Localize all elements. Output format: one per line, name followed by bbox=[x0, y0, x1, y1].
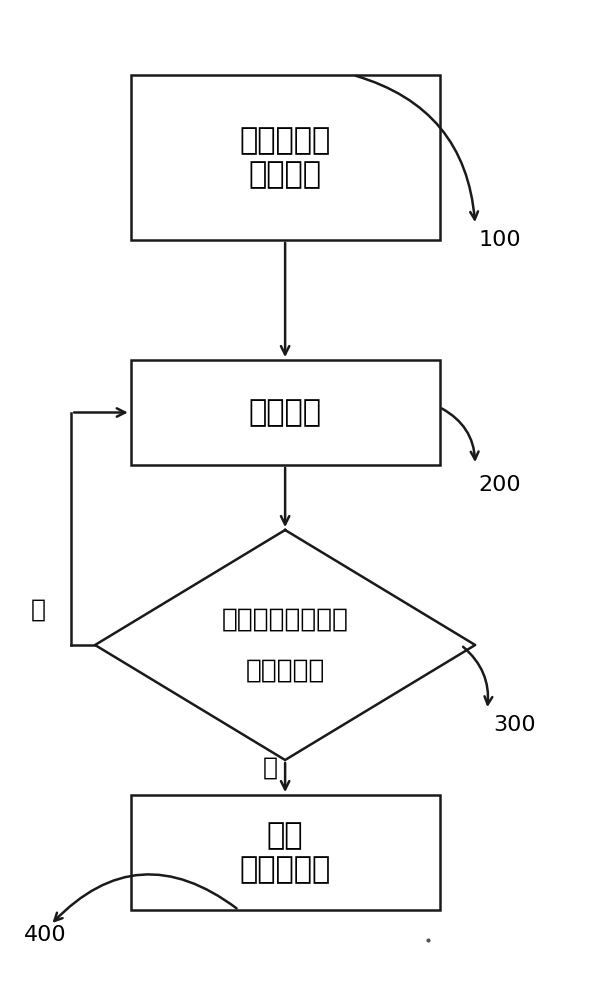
Text: 300: 300 bbox=[493, 715, 536, 735]
Bar bbox=[131, 360, 440, 465]
Text: 200: 200 bbox=[478, 475, 521, 495]
Text: 使用
该频谱空穴: 使用 该频谱空穴 bbox=[239, 821, 331, 884]
Bar bbox=[131, 795, 440, 910]
Text: 100: 100 bbox=[478, 230, 521, 250]
Text: 是: 是 bbox=[31, 598, 46, 622]
Polygon shape bbox=[95, 530, 475, 760]
Text: 判定授权用户信号: 判定授权用户信号 bbox=[222, 607, 349, 633]
Text: 正交双极化
天线接收: 正交双极化 天线接收 bbox=[239, 126, 331, 189]
Bar bbox=[131, 75, 440, 240]
Text: 频谱感知: 频谱感知 bbox=[249, 398, 321, 427]
Text: 是否出现？: 是否出现？ bbox=[245, 657, 325, 683]
Text: 否: 否 bbox=[263, 756, 278, 780]
Text: 400: 400 bbox=[24, 925, 67, 945]
